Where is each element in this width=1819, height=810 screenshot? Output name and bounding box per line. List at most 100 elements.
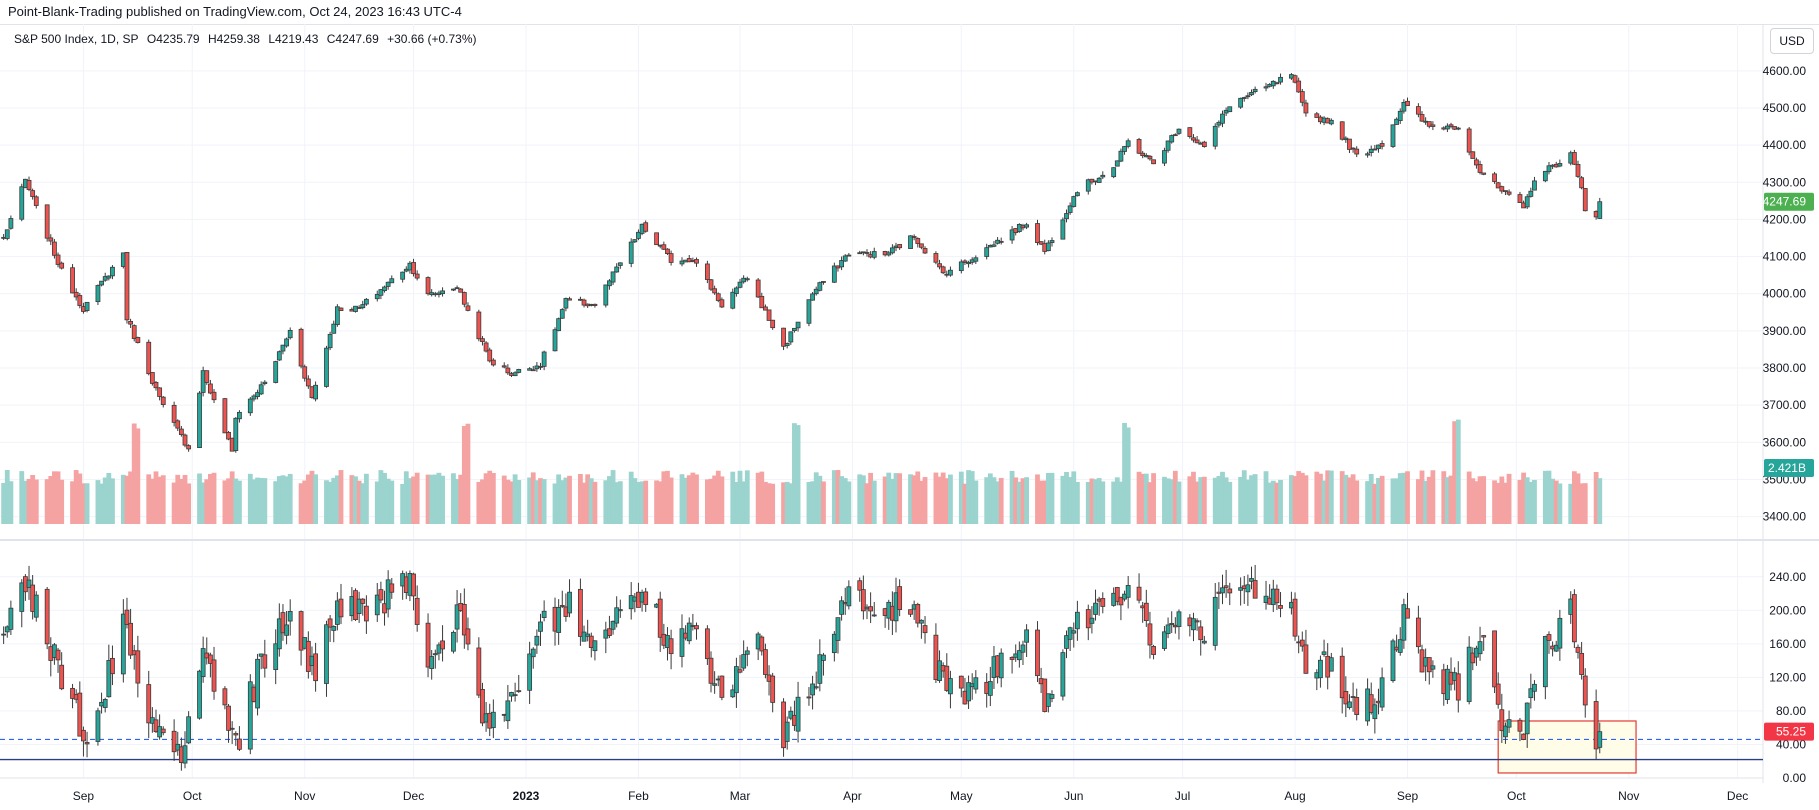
price-candle [1045,242,1051,252]
oscillator-candle [1557,617,1563,649]
volume-bar [516,479,522,524]
volume-bar [331,477,337,524]
volume-bar [1114,477,1120,524]
volume-bar [1343,474,1349,524]
oscillator-candle [1506,719,1512,728]
volume-bar [806,481,812,524]
oscillator-candle [229,727,235,730]
price-candle [933,253,939,263]
price-candle [298,328,304,367]
time-tick-label: Dec [1727,789,1748,803]
price-candle [632,239,638,243]
volume-bar [1394,478,1400,524]
volume-bar [1405,471,1410,524]
volume-bar [607,476,612,524]
volume-bar [1227,481,1233,524]
oscillator-candle [1045,693,1051,707]
price-candle [178,428,184,435]
svg-text:4247.69: 4247.69 [1763,195,1807,209]
oscillator-candle [313,653,318,682]
oscillator-candle [128,622,133,656]
volume-bar [704,479,710,524]
oscillator-candle [1571,594,1577,643]
price-candle [135,337,141,343]
volume-bar [1118,481,1124,524]
price-candle [614,266,620,273]
volume-bar [429,474,435,524]
oscillator-candle [298,611,304,651]
oscillator-candle [287,611,293,622]
oscillator-candle [813,686,819,689]
price-candle [207,383,213,394]
volume-bar [157,476,163,524]
price-candle [991,244,997,247]
oscillator-candle [324,624,329,684]
price-tick-label: 4000.00 [1763,287,1807,301]
price-candle [440,290,445,295]
currency-button[interactable]: USD [1770,28,1814,54]
volume-bar [226,478,231,524]
oscillator-candle [973,677,979,690]
volume-bar [262,478,268,524]
price-candle [1492,173,1497,182]
volume-bar [1474,481,1479,524]
volume-bar [864,483,870,524]
volume-bar [821,481,826,524]
oscillator-candle [821,654,826,661]
oscillator-candle [788,710,794,719]
time-tick-label: Apr [843,789,862,803]
price-candle [538,365,543,368]
time-tick-label: Oct [183,789,202,803]
volume-bar [385,478,391,524]
price-candle [607,280,612,287]
volume-bar [149,478,155,524]
volume-bar [966,470,971,524]
price-candle [665,248,670,255]
volume-bar [153,471,159,524]
volume-bar [581,482,587,524]
volume-bar [1532,479,1537,524]
volume-bar [461,426,467,524]
volume-bar [1368,474,1374,524]
price-candle [1474,159,1479,166]
volume-bar [1024,477,1030,524]
volume-bar [95,480,101,524]
price-candle [1575,164,1581,177]
price-candle [603,284,609,306]
volume-bar [186,483,192,524]
volume-bar [73,470,79,524]
price-candle [831,265,837,283]
oscillator-candle [429,656,435,669]
time-axis[interactable]: Sep Oct Nov Dec 2023 Feb Mar Apr May Jun Jul Aug Sep… [73,789,1749,803]
price-tick-label: 4100.00 [1763,250,1807,264]
price-candle [73,291,79,298]
price-candle [628,241,634,264]
price-candle [106,275,112,279]
oscillator-axis[interactable]: 240.00 200.00 160.00 120.00 80.00 40.00 0.00 [1769,570,1806,785]
price-candle [715,293,721,301]
price-axis[interactable]: 4600.00 4500.00 4400.00 4300.00 4200.00 4100.… [1763,64,1807,524]
symbol-label[interactable]: S&P 500 Index, 1D, SP [14,32,139,46]
price-candle [1216,121,1222,126]
price-candle [530,369,536,372]
volume-bar [1125,427,1131,524]
price-candle [258,384,264,395]
volume-bar [1016,481,1022,524]
oscillator-candle [1169,622,1175,625]
volume-bar [1347,477,1352,524]
volume-bar [984,477,990,524]
price-candle [1049,240,1055,243]
oscillator-tick-label: 120.00 [1769,670,1806,684]
oscillator-candle [915,603,921,624]
oscillator-candle [1118,596,1124,606]
volume-bar [81,483,86,524]
volume-bar [690,472,696,524]
price-candle [1114,160,1120,167]
volume-bar [1339,471,1345,524]
oscillator-candle [1176,611,1182,627]
price-candle [886,252,892,256]
price-candle [1481,172,1487,175]
time-tick-label: Dec [403,789,424,803]
oscillator-candle [1426,657,1432,673]
